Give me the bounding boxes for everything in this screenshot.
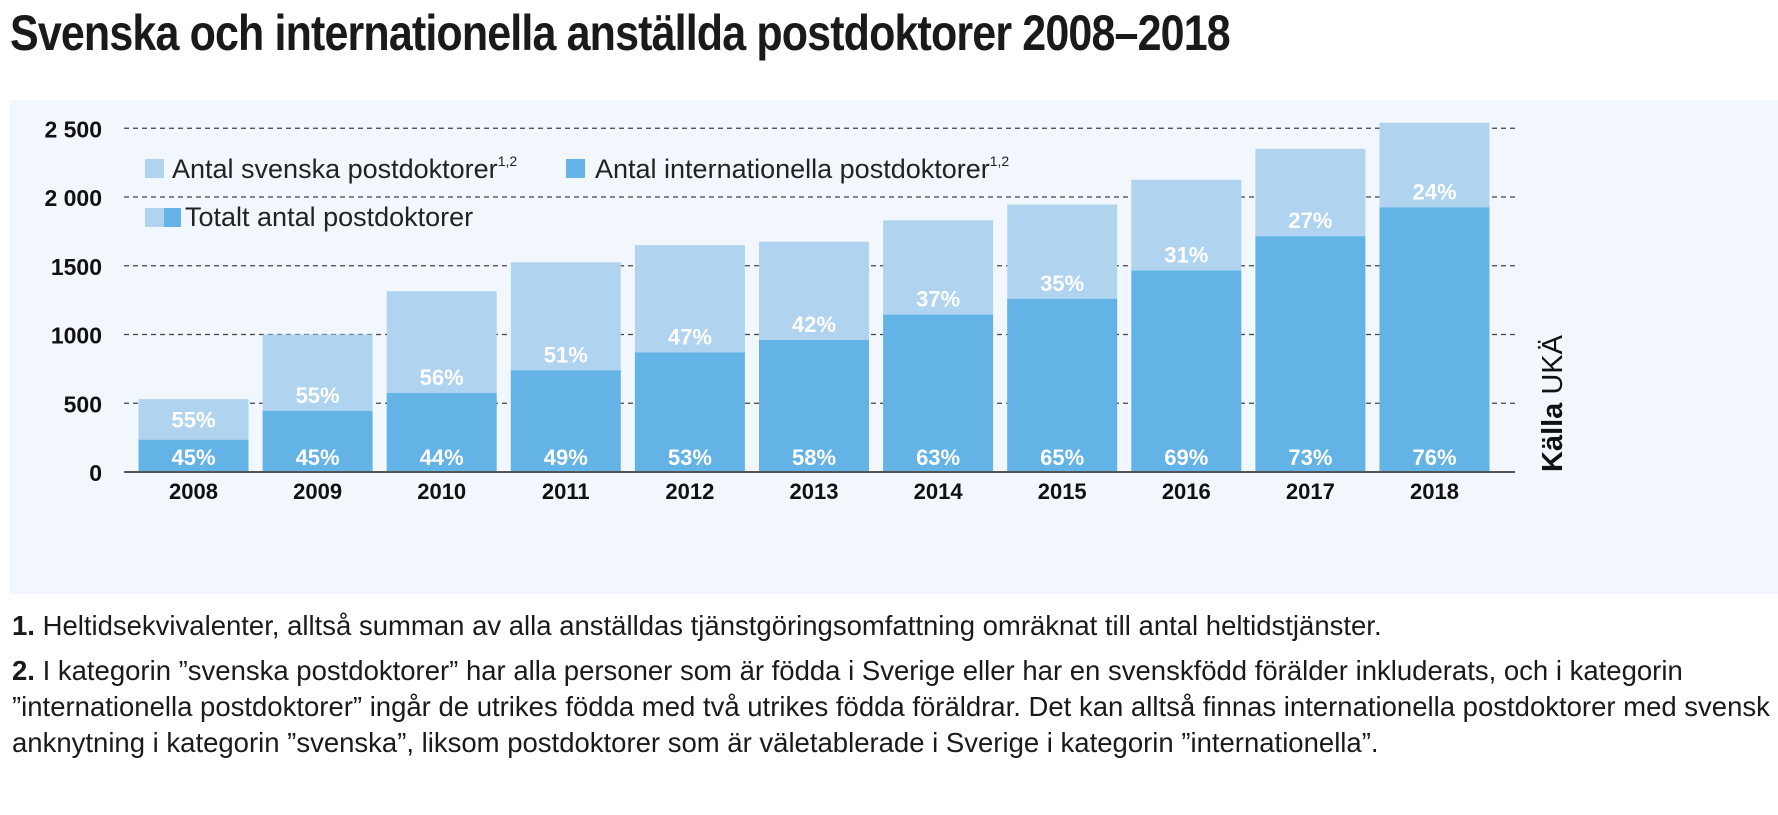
bar-international-2013 (759, 340, 869, 472)
data-label-international-2009: 45% (296, 445, 340, 470)
bar-swedish-2017 (1255, 148, 1366, 237)
bar-group-2011: 49% 51% (510, 262, 621, 472)
data-label-international-2010: 44% (420, 445, 464, 470)
chart-panel: 0 500 1000 1500 2 000 2 500 45% 55% 45% 55% 44% 56… (10, 100, 1778, 594)
data-label-swedish-2013: 42% (792, 312, 836, 337)
data-label-swedish-2014: 37% (916, 287, 960, 312)
data-label-swedish-2011: 51% (544, 342, 588, 367)
source-label: KällaUKÄ (1537, 334, 1569, 472)
data-label-swedish-2015: 35% (1040, 271, 1084, 296)
bar-swedish-2011 (510, 262, 621, 371)
bar-international-2018 (1379, 207, 1490, 472)
bar-international-2008 (138, 439, 249, 472)
footnote-1-text: Heltidsekvivalenter, alltså summan av al… (42, 610, 1382, 641)
data-label-international-2017: 73% (1288, 445, 1332, 470)
bar-group-2009: 45% 55% (262, 334, 373, 472)
bar-group-2018: 76% 24% (1379, 122, 1490, 472)
x-tick-label-2009: 2009 (293, 479, 342, 504)
data-label-international-2013: 58% (792, 445, 836, 470)
data-label-swedish-2008: 55% (171, 407, 215, 432)
x-tick-label-2012: 2012 (665, 479, 714, 504)
x-tick-label-2017: 2017 (1286, 479, 1335, 504)
bar-swedish-2010 (386, 291, 497, 393)
x-tick-label-2011: 2011 (542, 479, 590, 504)
bar-international-2016 (1131, 270, 1242, 472)
bar-group-2008: 45% 55% (138, 399, 249, 472)
bar-group-2010: 44% 56% (386, 291, 497, 472)
chart-title: Svenska och internationella anställda po… (10, 5, 1231, 61)
bar-swedish-2014 (883, 220, 994, 315)
footnote-1-number: 1. (12, 610, 35, 641)
data-label-swedish-2016: 31% (1164, 243, 1208, 268)
bar-international-2014 (883, 314, 994, 472)
data-label-international-2014: 63% (916, 445, 960, 470)
bar-international-2009 (262, 410, 373, 472)
bar-international-2017 (1255, 236, 1366, 472)
bar-group-2014: 63% 37% (883, 220, 994, 472)
data-label-swedish-2018: 24% (1412, 179, 1456, 204)
bar-international-2011 (510, 370, 621, 472)
data-label-international-2012: 53% (668, 445, 712, 470)
bar-international-2012 (634, 352, 745, 472)
data-label-international-2015: 65% (1040, 445, 1084, 470)
x-tick-label-2016: 2016 (1162, 479, 1211, 504)
y-tick-label-500: 500 (64, 391, 102, 417)
x-tick-label-2018: 2018 (1410, 479, 1459, 504)
data-label-international-2018: 76% (1412, 445, 1456, 470)
y-tick-label-0: 0 (89, 460, 102, 486)
bar-group-2015: 65% 35% (1007, 204, 1118, 472)
legend-label-total: Totalt antal postdoktorer (185, 202, 473, 232)
bar-swedish-2008 (138, 399, 249, 440)
bar-swedish-2009 (262, 334, 373, 411)
x-tick-label-2015: 2015 (1038, 479, 1087, 504)
bar-group-2017: 73% 27% (1255, 148, 1366, 472)
bar-international-2010 (386, 392, 497, 472)
legend-label-swedish: Antal svenska postdoktorer1,2 (172, 153, 517, 184)
bar-swedish-2012 (634, 245, 745, 353)
bar-swedish-2016 (1131, 179, 1242, 271)
y-axis-labels: 0 500 1000 1500 2 000 2 500 (44, 116, 102, 486)
bar-swedish-2013 (759, 241, 869, 340)
legend-label-international: Antal internationella postdoktorer1,2 (595, 153, 1009, 184)
bar-group-2016: 69% 31% (1131, 179, 1242, 472)
y-tick-label-1500: 1500 (51, 254, 102, 280)
legend-swatch-total-international (164, 208, 181, 227)
footnotes: 1. Heltidsekvivalenter, alltså summan av… (12, 608, 1772, 770)
data-label-international-2008: 45% (171, 445, 215, 470)
data-label-swedish-2017: 27% (1288, 208, 1332, 233)
legend-swatch-swedish (145, 159, 164, 178)
data-label-swedish-2012: 47% (668, 324, 712, 349)
bar-international-2015 (1007, 298, 1118, 472)
bar-swedish-2018 (1379, 122, 1490, 208)
y-tick-label-1000: 1000 (51, 323, 102, 349)
x-tick-label-2014: 2014 (914, 479, 964, 504)
data-label-swedish-2010: 56% (420, 365, 464, 390)
footnote-2-number: 2. (12, 655, 35, 686)
footnote-2: 2. I kategorin ”svenska postdoktorer” ha… (12, 653, 1772, 761)
legend-swatch-total-swedish (145, 208, 164, 227)
footnote-1: 1. Heltidsekvivalenter, alltså summan av… (12, 608, 1772, 644)
data-label-international-2011: 49% (544, 445, 588, 470)
bar-swedish-2015 (1007, 204, 1118, 299)
footnote-2-text: I kategorin ”svenska postdoktorer” har a… (12, 655, 1770, 758)
y-tick-label-2000: 2 000 (44, 185, 102, 211)
x-axis-labels: 2008 2009 2010 2011 2012 2013 2014 2015 2016 2017… (169, 479, 1459, 504)
data-label-international-2016: 69% (1164, 445, 1208, 470)
legend: Antal svenska postdoktorer1,2 Antal inte… (145, 153, 1009, 232)
legend-swatch-international (566, 159, 585, 178)
bar-group-2012: 53% 47% (634, 245, 745, 472)
x-tick-label-2010: 2010 (417, 479, 466, 504)
data-label-swedish-2009: 55% (296, 383, 340, 408)
y-tick-label-2500: 2 500 (44, 116, 102, 142)
stacked-bar-chart: 0 500 1000 1500 2 000 2 500 45% 55% 45% 55% 44% 56… (44, 116, 1569, 504)
bars: 45% 55% 45% 55% 44% 56% 49% 51% 53% 47% 58% 42% 63% 3… (138, 122, 1490, 472)
bar-group-2013: 58% 42% (759, 241, 869, 472)
x-tick-label-2013: 2013 (790, 479, 839, 504)
x-tick-label-2008: 2008 (169, 479, 218, 504)
